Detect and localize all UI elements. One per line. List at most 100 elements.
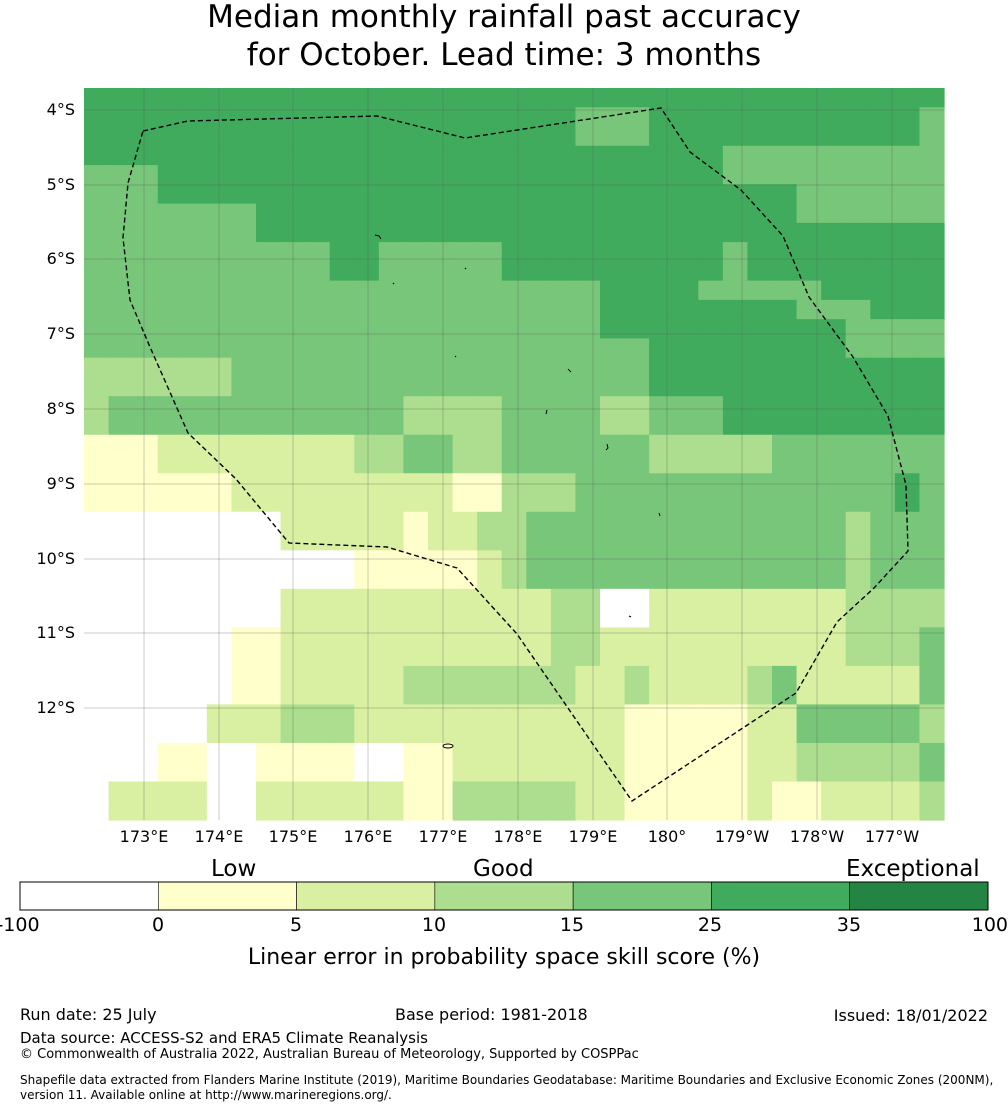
skill-cell	[624, 165, 650, 185]
skill-cell	[108, 704, 134, 725]
skill-cell	[894, 88, 921, 108]
skill-cell	[182, 242, 208, 262]
skill-cell	[231, 627, 257, 648]
skill-cell	[305, 184, 331, 205]
skill-cell	[698, 299, 724, 320]
skill-cell	[649, 357, 675, 378]
skill-cell	[501, 222, 527, 243]
skill-cell	[870, 665, 896, 686]
skill-cell	[870, 723, 896, 744]
skill-cell	[108, 742, 134, 763]
skill-cell	[329, 608, 355, 628]
skill-cell	[157, 396, 183, 417]
skill-cell	[182, 762, 208, 783]
skill-cell	[452, 588, 478, 609]
skill-cell	[526, 338, 552, 359]
skill-cell	[698, 646, 724, 667]
skill-cell	[329, 184, 355, 205]
skill-cell	[329, 88, 355, 108]
skill-cell	[575, 145, 601, 166]
skill-cell	[698, 723, 724, 744]
skill-cell	[526, 165, 552, 185]
skill-cell	[772, 242, 798, 262]
skill-cell	[526, 280, 552, 301]
skill-cell	[403, 222, 429, 243]
lon-label: 177°E	[418, 827, 468, 846]
skill-cell	[329, 588, 355, 609]
skill-cell	[231, 762, 257, 783]
skill-cell	[428, 145, 454, 166]
skill-cell	[649, 742, 675, 763]
skill-cell	[206, 665, 233, 686]
skill-cell	[477, 107, 503, 128]
skill-cell	[403, 357, 429, 378]
skill-cell	[157, 319, 183, 340]
skill-cell	[845, 492, 871, 513]
skill-cell	[452, 685, 478, 706]
skill-cell	[206, 588, 233, 609]
skill-cell	[649, 608, 675, 628]
skill-cell	[698, 434, 724, 455]
skill-cell	[378, 608, 405, 628]
skill-cell	[624, 222, 650, 243]
skill-cell	[526, 434, 552, 455]
skill-cell	[796, 261, 822, 282]
skill-cell	[378, 473, 405, 494]
skill-cell	[428, 184, 454, 205]
skill-cell	[845, 319, 871, 340]
skill-cell	[550, 685, 577, 706]
skill-cell	[722, 280, 749, 301]
skill-cell	[84, 627, 110, 648]
skill-cell	[698, 588, 724, 609]
copyright: © Commonwealth of Australia 2022, Austra…	[20, 1047, 639, 1062]
skill-cell	[526, 531, 552, 551]
skill-cell	[108, 608, 134, 628]
skill-cell	[550, 415, 577, 436]
skill-cell	[206, 203, 233, 224]
skill-cell	[575, 588, 601, 609]
skill-cell	[575, 800, 601, 821]
skill-cell	[550, 261, 577, 282]
skill-cell	[772, 646, 798, 667]
skill-cell	[673, 396, 699, 417]
skill-cell	[84, 222, 110, 243]
skill-cell	[206, 396, 233, 417]
skill-cell	[894, 242, 921, 262]
skill-cell	[526, 704, 552, 725]
skill-cell	[477, 608, 503, 628]
skill-cell	[526, 222, 552, 243]
colorbar-tick: 100	[971, 914, 1008, 936]
skill-cell	[231, 531, 257, 551]
skill-cell	[403, 165, 429, 185]
skill-cell	[133, 396, 159, 417]
island-shape	[392, 282, 395, 285]
skill-cell	[108, 319, 134, 340]
skill-cell	[354, 781, 380, 802]
skill-cell	[870, 781, 896, 802]
skill-cell	[698, 685, 724, 706]
skill-cell	[477, 165, 503, 185]
skill-cell	[256, 492, 282, 513]
skill-cell	[378, 588, 405, 609]
skill-cell	[845, 434, 871, 455]
skill-cell	[403, 415, 429, 436]
skill-cell	[796, 492, 822, 513]
skill-cell	[452, 184, 478, 205]
skill-cell	[575, 550, 601, 571]
skill-cell	[894, 781, 921, 802]
skill-cell	[600, 145, 626, 166]
skill-cell	[600, 165, 626, 185]
skill-cell	[673, 126, 699, 147]
skill-cell	[231, 646, 257, 667]
skill-cell	[919, 627, 945, 648]
skill-cell	[600, 280, 626, 301]
skill-cell	[600, 723, 626, 744]
skill-cell	[477, 762, 503, 783]
skill-cell	[894, 800, 921, 821]
skill-cell	[452, 454, 478, 474]
skill-cell	[157, 357, 183, 378]
skill-cell	[477, 473, 503, 494]
skill-cell	[722, 88, 749, 108]
skill-cell	[305, 742, 331, 763]
skill-cell	[698, 338, 724, 359]
